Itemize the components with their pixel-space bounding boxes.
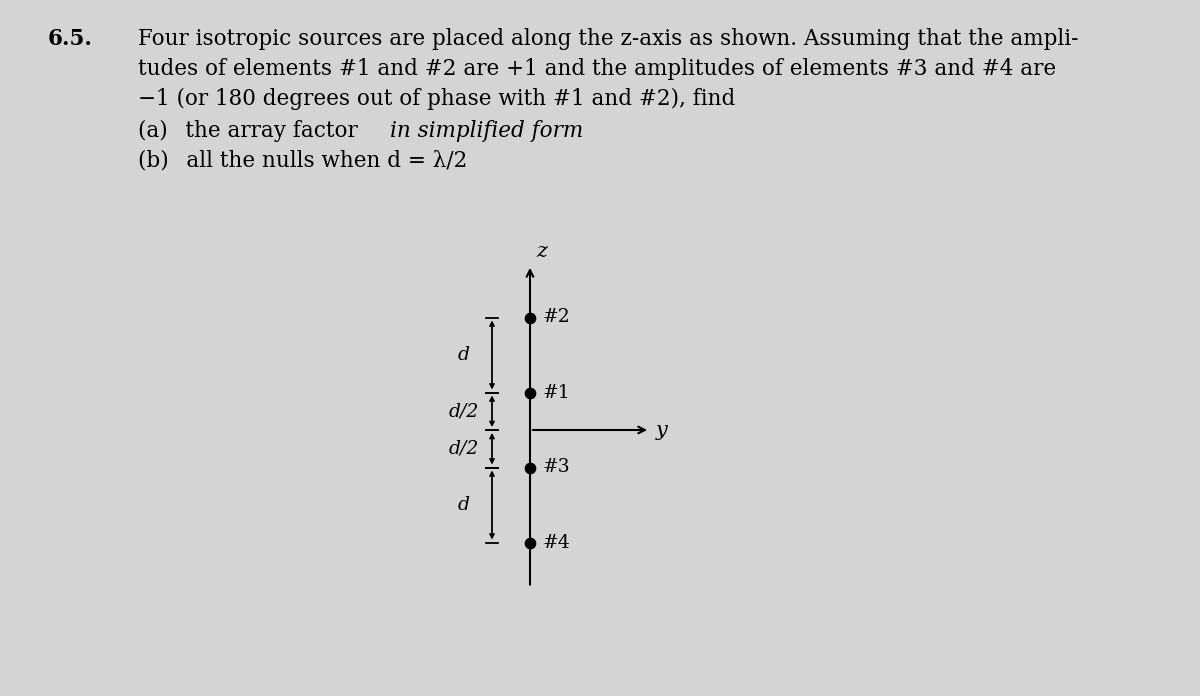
Text: 6.5.: 6.5. bbox=[48, 28, 92, 50]
Text: (a)  the array factor: (a) the array factor bbox=[138, 120, 365, 142]
Text: #1: #1 bbox=[542, 383, 570, 402]
Text: d: d bbox=[458, 496, 470, 514]
Text: y: y bbox=[656, 420, 667, 439]
Text: #2: #2 bbox=[542, 308, 570, 326]
Text: d: d bbox=[458, 346, 470, 364]
Point bbox=[521, 312, 540, 323]
Text: Four isotropic sources are placed along the z-axis as shown. Assuming that the a: Four isotropic sources are placed along … bbox=[138, 28, 1079, 50]
Text: −1 (or 180 degrees out of phase with #1 and #2), find: −1 (or 180 degrees out of phase with #1 … bbox=[138, 88, 736, 110]
Text: in simplified form: in simplified form bbox=[390, 120, 583, 142]
Text: d/2: d/2 bbox=[449, 402, 479, 420]
Point bbox=[521, 462, 540, 473]
Point bbox=[521, 537, 540, 548]
Text: #3: #3 bbox=[542, 459, 570, 477]
Text: tudes of elements #1 and #2 are +1 and the amplitudes of elements #3 and #4 are: tudes of elements #1 and #2 are +1 and t… bbox=[138, 58, 1056, 80]
Text: (b)  all the nulls when d = λ/2: (b) all the nulls when d = λ/2 bbox=[138, 150, 467, 172]
Point bbox=[521, 387, 540, 398]
Text: z: z bbox=[536, 242, 547, 261]
Text: #4: #4 bbox=[542, 534, 570, 551]
Text: d/2: d/2 bbox=[449, 440, 479, 458]
